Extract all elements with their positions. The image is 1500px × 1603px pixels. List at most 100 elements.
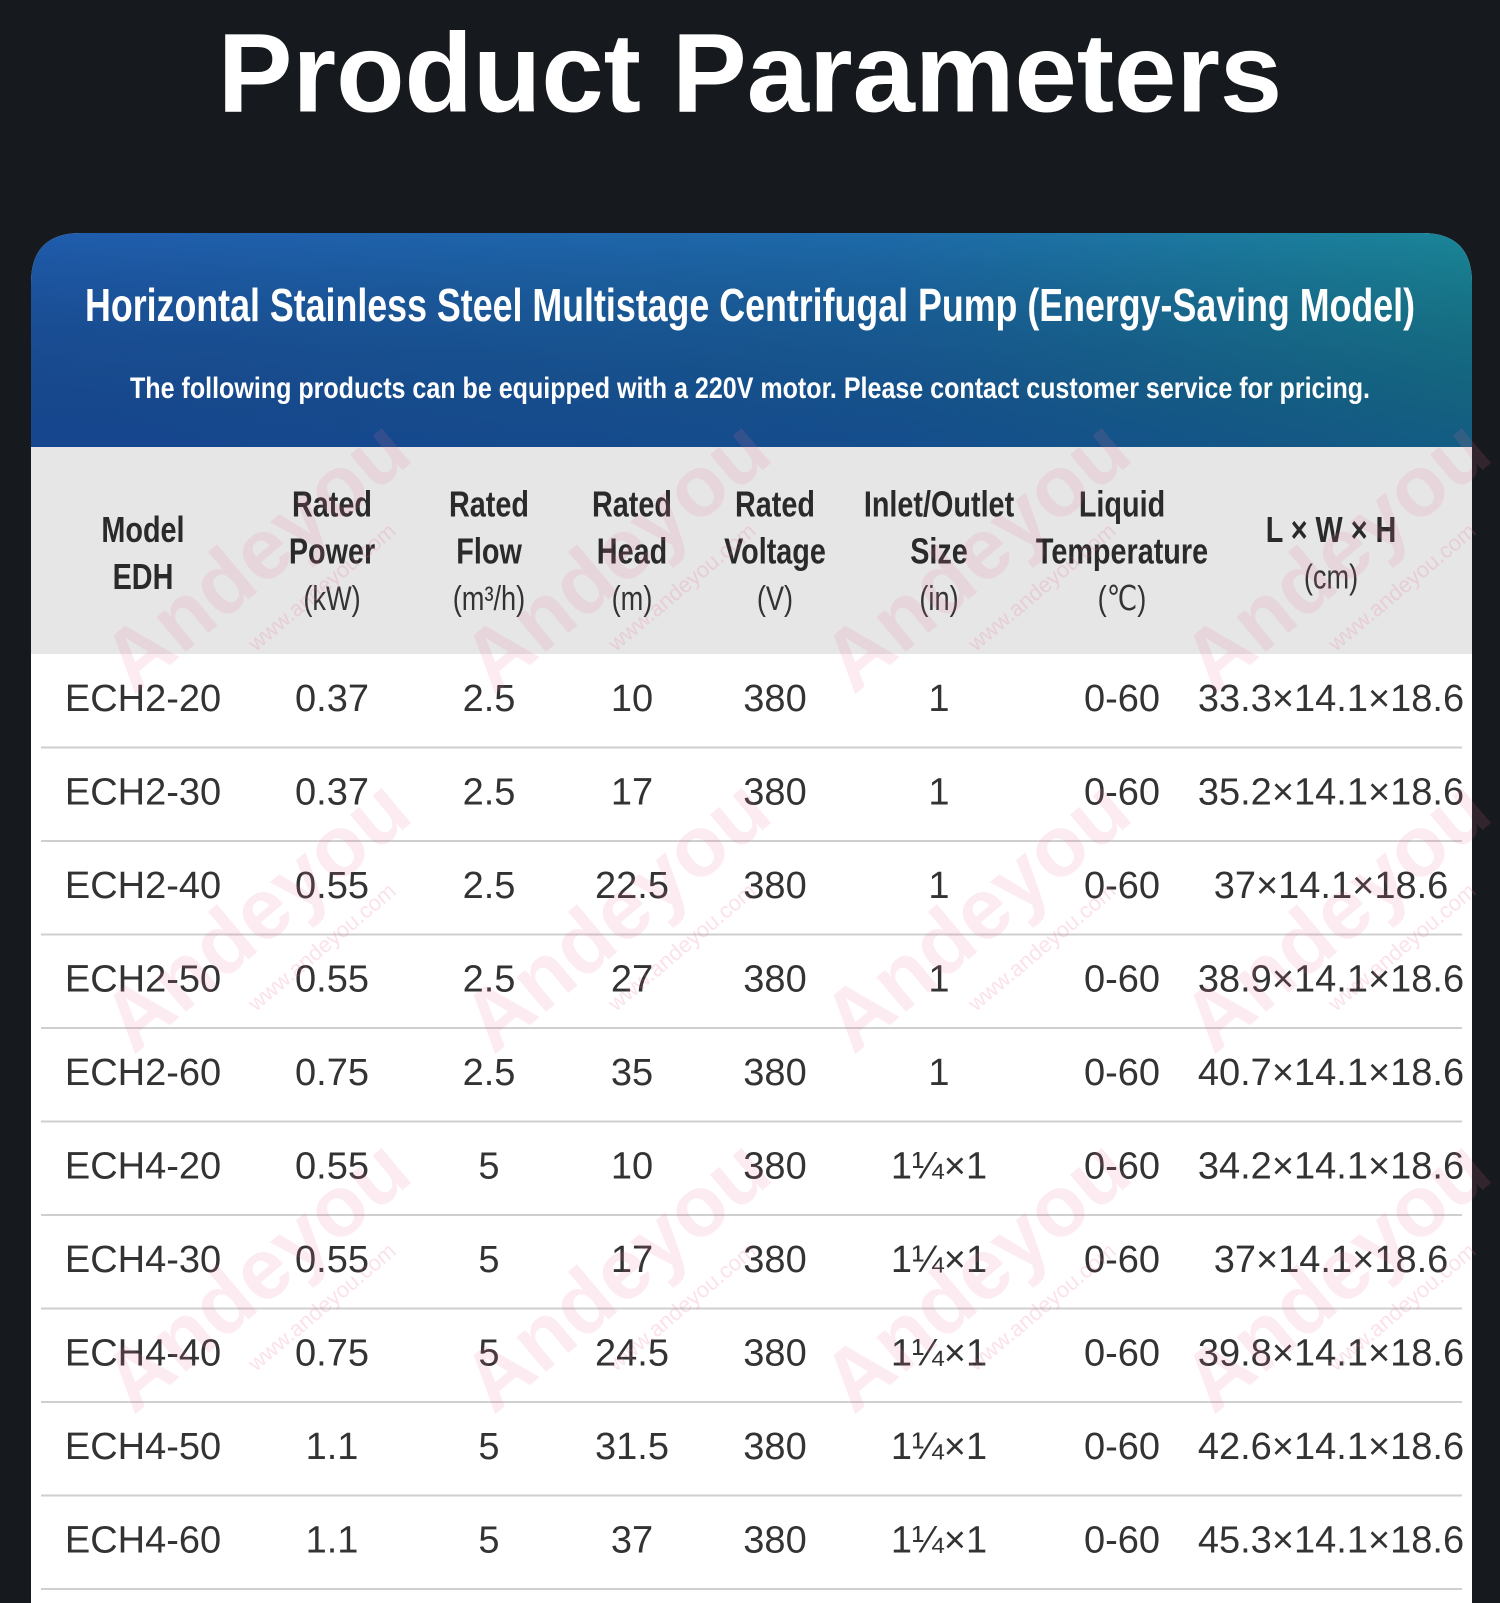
header-text: Flow [456, 530, 522, 571]
header-text: Size [910, 530, 968, 571]
card-subtitle: The following products can be equipped w… [130, 372, 1370, 405]
cell-text: 10 [611, 1145, 653, 1187]
page-title: Product Parameters [218, 11, 1282, 136]
cell-text: 0.37 [295, 678, 369, 720]
cell-text: 37 [611, 1519, 653, 1561]
header-text: (cm) [1304, 558, 1358, 597]
cell-text: 17 [611, 771, 653, 813]
header-text: Rated [735, 483, 815, 524]
cell-text: 31.5 [595, 1426, 669, 1468]
cell-text: 1 [928, 865, 949, 907]
cell-text: 37×14.1×18.6 [1214, 1239, 1449, 1281]
cell-text: 0.55 [295, 1239, 369, 1281]
header-text: (℃) [1098, 579, 1147, 618]
cell-text: 1 [928, 678, 949, 720]
cell-text: 0-60 [1084, 1426, 1160, 1468]
cell-text: 24.5 [595, 1332, 669, 1374]
cell-text: 2.5 [463, 958, 516, 1000]
cell-text: 5 [478, 1519, 499, 1561]
header-text: (m) [612, 579, 653, 618]
cell-text: 2.5 [463, 865, 516, 907]
cell-text: 5 [478, 1426, 499, 1468]
cell-text: 0.55 [295, 865, 369, 907]
header-text: Model [101, 509, 184, 550]
cell-text: 17 [611, 1239, 653, 1281]
table-header [31, 447, 1472, 654]
cell-text: 1¼×1 [891, 1426, 987, 1468]
header-text: Rated [592, 483, 672, 524]
cell-text: 0-60 [1084, 771, 1160, 813]
cell-text: ECH4-50 [65, 1426, 221, 1468]
cell-text: 380 [743, 1332, 806, 1374]
cell-text: 0.75 [295, 1052, 369, 1094]
cell-text: 0.55 [295, 1145, 369, 1187]
cell-text: 2.5 [463, 771, 516, 813]
card-header-shade [31, 233, 1472, 447]
cell-text: 35.2×14.1×18.6 [1198, 771, 1464, 813]
cell-text: ECH4-30 [65, 1239, 221, 1281]
cell-text: 0-60 [1084, 1239, 1160, 1281]
cell-text: ECH4-40 [65, 1332, 221, 1374]
cell-text: 34.2×14.1×18.6 [1198, 1145, 1464, 1187]
cell-text: 0-60 [1084, 958, 1160, 1000]
cell-text: 1¼×1 [891, 1332, 987, 1374]
cell-text: 2.5 [463, 678, 516, 720]
cell-text: 1 [928, 958, 949, 1000]
cell-text: 380 [743, 1239, 806, 1281]
cell-text: 33.3×14.1×18.6 [1198, 678, 1464, 720]
cell-text: 380 [743, 1519, 806, 1561]
header-text: Rated [449, 483, 529, 524]
cell-text: 42.6×14.1×18.6 [1198, 1426, 1464, 1468]
cell-text: 5 [478, 1332, 499, 1374]
cell-text: 35 [611, 1052, 653, 1094]
cell-text: 10 [611, 678, 653, 720]
cell-text: 0-60 [1084, 1145, 1160, 1187]
cell-text: 0.55 [295, 958, 369, 1000]
cell-text: 0-60 [1084, 678, 1160, 720]
card-title: Horizontal Stainless Steel Multistage Ce… [85, 279, 1415, 331]
cell-text: 1¼×1 [891, 1519, 987, 1561]
cell-text: 1 [928, 1052, 949, 1094]
cell-text: 380 [743, 1052, 806, 1094]
cell-text: 45.3×14.1×18.6 [1198, 1519, 1464, 1561]
cell-text: 380 [743, 958, 806, 1000]
cell-text: 0-60 [1084, 1332, 1160, 1374]
table: Model EDH Rated Power (kW) Rated Flow (m³/h) Rat… [41, 483, 1464, 1590]
header-text: Head [597, 530, 667, 571]
cell-text: 0.75 [295, 1332, 369, 1374]
cell-text: ECH2-20 [65, 678, 221, 720]
header-text: (kW) [303, 579, 360, 618]
cell-text: 380 [743, 771, 806, 813]
cell-text: 0-60 [1084, 865, 1160, 907]
header-text: Liquid [1079, 483, 1165, 524]
cell-text: ECH2-30 [65, 771, 221, 813]
cell-text: 1¼×1 [891, 1145, 987, 1187]
cell-text: 1.1 [306, 1519, 359, 1561]
header-text: (V) [757, 579, 793, 618]
header-text: Voltage [724, 530, 826, 571]
cell-text: 40.7×14.1×18.6 [1198, 1052, 1464, 1094]
header-text: Inlet/Outlet [864, 483, 1014, 524]
cell-text: ECH2-50 [65, 958, 221, 1000]
cell-text: 0-60 [1084, 1052, 1160, 1094]
header-text: L × W × H [1266, 509, 1397, 550]
cell-text: 27 [611, 958, 653, 1000]
cell-text: 37×14.1×18.6 [1214, 865, 1449, 907]
cell-text: 1¼×1 [891, 1239, 987, 1281]
header-text: Temperature [1036, 530, 1208, 571]
cell-text: 5 [478, 1239, 499, 1281]
cell-text: ECH4-20 [65, 1145, 221, 1187]
cell-text: ECH2-60 [65, 1052, 221, 1094]
header-text: (in) [919, 579, 958, 618]
cell-text: 38.9×14.1×18.6 [1198, 958, 1464, 1000]
cell-text: ECH4-60 [65, 1519, 221, 1561]
header-text: EDH [113, 556, 174, 597]
header-text: Rated [292, 483, 372, 524]
cell-text: 0-60 [1084, 1519, 1160, 1561]
cell-text: 380 [743, 1145, 806, 1187]
cell-text: 2.5 [463, 1052, 516, 1094]
cell-text: 380 [743, 1426, 806, 1468]
cell-text: 1 [928, 771, 949, 813]
